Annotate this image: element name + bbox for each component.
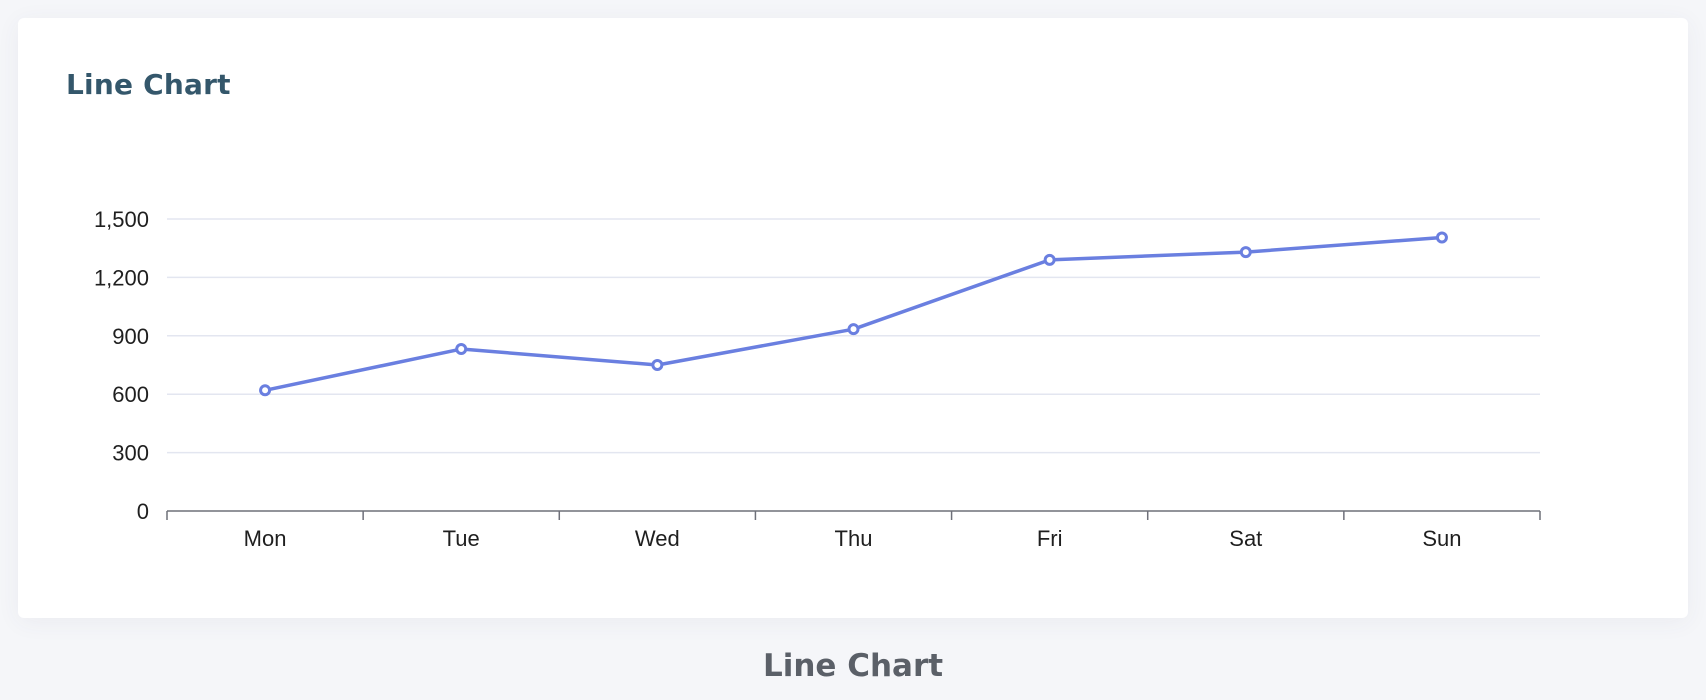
y-tick-label: 0 — [137, 499, 149, 524]
y-tick-label: 1,200 — [94, 265, 149, 290]
x-axis-labels: Mon Tue Wed Thu Fri Sat Sun — [244, 526, 1462, 551]
x-axis — [166, 510, 1541, 520]
chart-card: Line Chart — [18, 18, 1688, 618]
grid-lines — [167, 218, 1540, 454]
x-tick-label: Mon — [244, 526, 287, 551]
x-tick-label: Sat — [1229, 526, 1262, 551]
data-point[interactable] — [259, 384, 272, 397]
figure-caption: Line Chart — [762, 648, 944, 684]
data-point[interactable] — [651, 359, 664, 371]
series-layer — [259, 231, 1448, 397]
line-chart: 0 300 600 900 1,200 1,500 Mon Tue Wed Thu Fri Sat S… — [94, 207, 1541, 551]
data-point[interactable] — [1043, 253, 1056, 266]
y-tick-label: 1,500 — [94, 207, 149, 232]
data-point[interactable] — [455, 343, 468, 356]
series-line — [263, 235, 1444, 393]
x-tick-label: Thu — [835, 526, 873, 551]
card-title: Line Chart — [66, 68, 231, 101]
x-tick-label: Sun — [1422, 526, 1461, 551]
y-axis-labels: 0 300 600 900 1,200 1,500 — [94, 207, 149, 524]
x-tick-label: Fri — [1037, 526, 1063, 551]
data-point[interactable] — [1435, 231, 1448, 244]
x-tick-label: Wed — [635, 526, 680, 551]
data-point[interactable] — [1239, 246, 1252, 259]
x-tick-label: Tue — [443, 526, 480, 551]
data-point[interactable] — [847, 323, 860, 336]
y-tick-label: 600 — [112, 382, 149, 407]
y-tick-label: 300 — [112, 441, 149, 466]
y-tick-label: 900 — [112, 324, 149, 349]
